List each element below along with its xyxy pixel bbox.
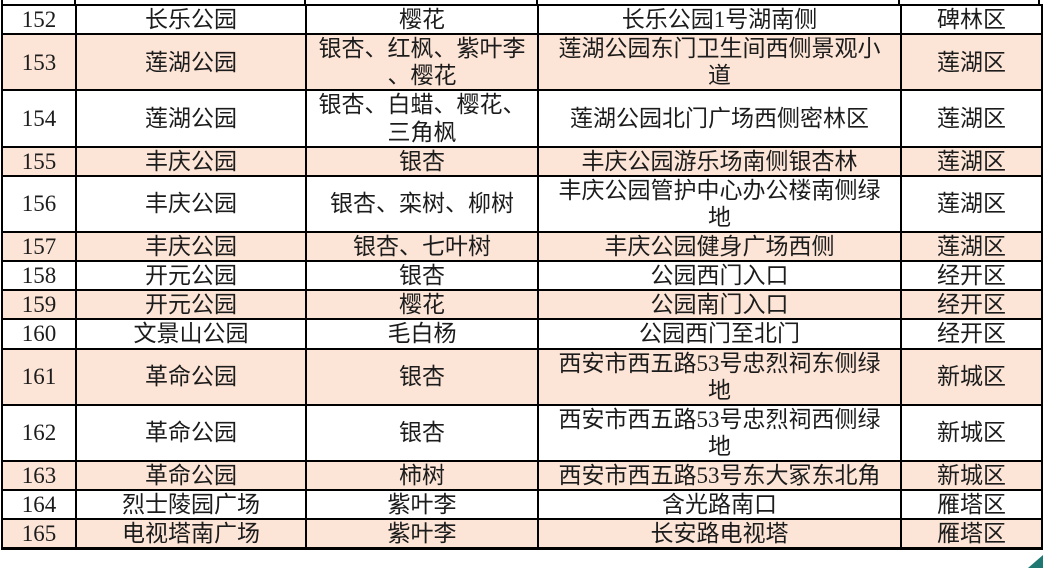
cell-location: 长安路电视塔 — [537, 518, 902, 551]
cell-tree-species: 银杏、红枫、紫叶李 、樱花 — [305, 33, 539, 92]
cell-serial: 159 — [1, 289, 77, 321]
cell-location: 丰庆公园管护中心办公楼南侧绿 地 — [537, 174, 902, 234]
table-row: 156 丰庆公园 银杏、栾树、柳树 丰庆公园管护中心办公楼南侧绿 地 莲湖区 — [1, 174, 1043, 234]
cell-serial: 152 — [1, 3, 77, 36]
grid-stub — [1, 0, 3, 5]
cell-serial: 157 — [1, 230, 77, 263]
cell-park-name: 开元公园 — [75, 289, 307, 321]
cell-serial: 164 — [1, 489, 77, 521]
cell-park-name: 丰庆公园 — [75, 145, 307, 177]
grid-stub — [1038, 0, 1040, 5]
cell-tree-species: 樱花 — [305, 289, 539, 321]
table-row: 155 丰庆公园 银杏 丰庆公园游乐场南侧银杏林 莲湖区 — [1, 145, 1043, 177]
cell-park-name: 开元公园 — [75, 260, 307, 292]
cell-district: 莲湖区 — [900, 89, 1043, 148]
grid-stub — [304, 0, 306, 5]
table-row: 165 电视塔南广场 紫叶李 长安路电视塔 雁塔区 — [1, 518, 1043, 551]
cell-tree-species: 银杏 — [305, 347, 539, 406]
cell-tree-species: 紫叶李 — [305, 489, 539, 521]
cell-serial: 165 — [1, 518, 77, 551]
table-row: 152 长乐公园 樱花 长乐公园1号湖南侧 碑林区 — [1, 3, 1043, 36]
table-row: 154 莲湖公园 银杏、白蜡、樱花、 三角枫 莲湖公园北门广场西侧密林区 莲湖区 — [1, 89, 1043, 148]
cell-district: 莲湖区 — [900, 145, 1043, 177]
cell-park-name: 革命公园 — [75, 403, 307, 463]
cell-district: 雁塔区 — [900, 518, 1043, 551]
teal-corner-mark — [1028, 555, 1043, 568]
cell-park-name: 电视塔南广场 — [75, 518, 307, 551]
cell-park-name: 文景山公园 — [75, 318, 307, 350]
cell-tree-species: 银杏、七叶树 — [305, 230, 539, 263]
cell-serial: 162 — [1, 403, 77, 463]
cell-district: 新城区 — [900, 403, 1043, 463]
cell-serial: 160 — [1, 318, 77, 350]
cell-district: 碑林区 — [900, 3, 1043, 36]
table-row: 164 烈士陵园广场 紫叶李 含光路南口 雁塔区 — [1, 489, 1043, 521]
cell-district: 经开区 — [900, 289, 1043, 321]
cell-location: 西安市西五路53号忠烈祠东侧绿 地 — [537, 347, 902, 406]
cell-serial: 155 — [1, 145, 77, 177]
cell-tree-species: 柿树 — [305, 459, 539, 492]
cell-location: 西安市西五路53号忠烈祠西侧绿 地 — [537, 403, 902, 463]
table-row: 157 丰庆公园 银杏、七叶树 丰庆公园健身广场西侧 莲湖区 — [1, 230, 1043, 263]
cell-district: 经开区 — [900, 260, 1043, 292]
cell-location: 丰庆公园游乐场南侧银杏林 — [537, 145, 902, 177]
cell-serial: 161 — [1, 347, 77, 406]
cell-district: 雁塔区 — [900, 489, 1043, 521]
cell-location: 莲湖公园北门广场西侧密林区 — [537, 89, 902, 148]
table-row: 159 开元公园 樱花 公园南门入口 经开区 — [1, 289, 1043, 321]
cell-tree-species: 银杏 — [305, 260, 539, 292]
cell-location: 莲湖公园东门卫生间西侧景观小 道 — [537, 33, 902, 92]
cell-tree-species: 银杏 — [305, 403, 539, 463]
cell-location: 公园西门至北门 — [537, 318, 902, 350]
cell-park-name: 丰庆公园 — [75, 174, 307, 234]
cell-park-name: 革命公园 — [75, 459, 307, 492]
table-row: 163 革命公园 柿树 西安市西五路53号东大冢东北角 新城区 — [1, 459, 1043, 492]
table-row: 162 革命公园 银杏 西安市西五路53号忠烈祠西侧绿 地 新城区 — [1, 403, 1043, 463]
cell-tree-species: 银杏、栾树、柳树 — [305, 174, 539, 234]
cell-district: 经开区 — [900, 318, 1043, 350]
cell-park-name: 莲湖公园 — [75, 89, 307, 148]
cell-tree-species: 银杏、白蜡、樱花、 三角枫 — [305, 89, 539, 148]
table-row: 160 文景山公园 毛白杨 公园西门至北门 经开区 — [1, 318, 1043, 350]
cell-location: 丰庆公园健身广场西侧 — [537, 230, 902, 263]
cell-park-name: 莲湖公园 — [75, 33, 307, 92]
park-trees-table: 152 长乐公园 樱花 长乐公园1号湖南侧 碑林区 153 莲湖公园 银杏、红枫… — [1, 3, 1043, 551]
cell-serial: 156 — [1, 174, 77, 234]
cell-serial: 153 — [1, 33, 77, 92]
table-row: 161 革命公园 银杏 西安市西五路53号忠烈祠东侧绿 地 新城区 — [1, 347, 1043, 406]
table-row: 153 莲湖公园 银杏、红枫、紫叶李 、樱花 莲湖公园东门卫生间西侧景观小 道 … — [1, 33, 1043, 92]
cell-park-name: 烈士陵园广场 — [75, 489, 307, 521]
cell-location: 公园西门入口 — [537, 260, 902, 292]
cell-district: 新城区 — [900, 347, 1043, 406]
grid-stub — [898, 0, 900, 5]
cell-district: 新城区 — [900, 459, 1043, 492]
cell-tree-species: 樱花 — [305, 3, 539, 36]
cell-tree-species: 毛白杨 — [305, 318, 539, 350]
cell-serial: 154 — [1, 89, 77, 148]
cell-tree-species: 紫叶李 — [305, 518, 539, 551]
cell-location: 长乐公园1号湖南侧 — [537, 3, 902, 36]
cell-serial: 158 — [1, 260, 77, 292]
cell-park-name: 丰庆公园 — [75, 230, 307, 263]
cell-location: 西安市西五路53号东大冢东北角 — [537, 459, 902, 492]
cell-serial: 163 — [1, 459, 77, 492]
cell-park-name: 长乐公园 — [75, 3, 307, 36]
cell-district: 莲湖区 — [900, 33, 1043, 92]
cell-tree-species: 银杏 — [305, 145, 539, 177]
table-row: 158 开元公园 银杏 公园西门入口 经开区 — [1, 260, 1043, 292]
grid-stub — [74, 0, 76, 5]
cell-district: 莲湖区 — [900, 230, 1043, 263]
cell-district: 莲湖区 — [900, 174, 1043, 234]
cell-park-name: 革命公园 — [75, 347, 307, 406]
grid-stub — [536, 0, 538, 5]
cell-location: 公园南门入口 — [537, 289, 902, 321]
cell-location: 含光路南口 — [537, 489, 902, 521]
